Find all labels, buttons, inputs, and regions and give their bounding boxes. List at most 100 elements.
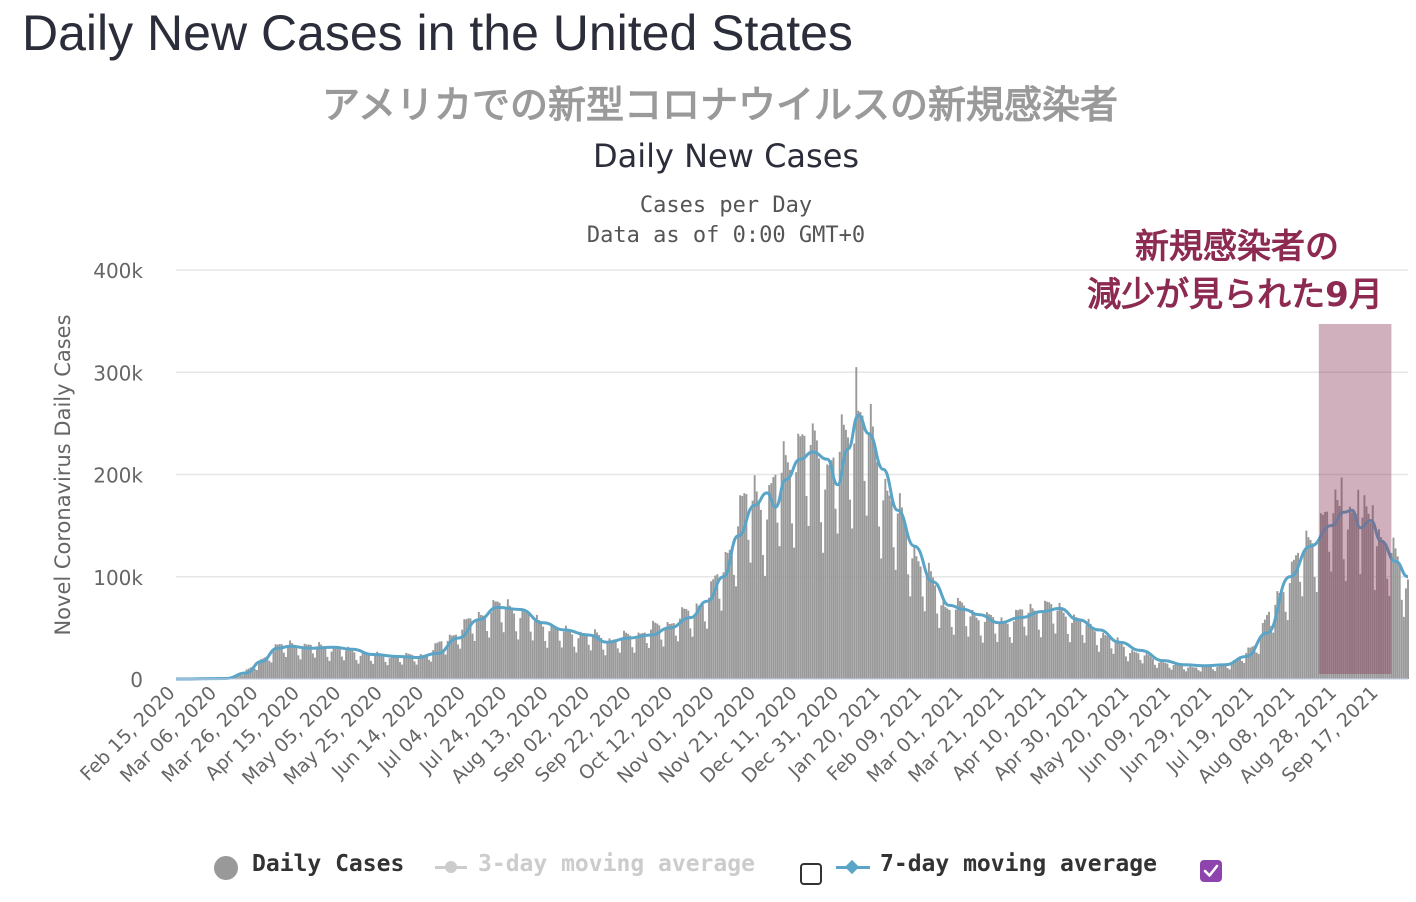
daily-case-bar xyxy=(645,643,648,679)
daily-case-bar xyxy=(956,597,959,679)
daily-case-bar xyxy=(1052,623,1055,679)
daily-case-bar xyxy=(473,640,476,679)
daily-case-bar xyxy=(573,646,576,679)
daily-case-bar xyxy=(1402,616,1405,679)
daily-case-bar xyxy=(1154,664,1156,679)
daily-case-bar xyxy=(840,414,843,679)
daily-case-bar xyxy=(322,646,325,679)
daily-case-bar xyxy=(718,598,721,679)
daily-case-bar xyxy=(874,443,876,679)
daily-case-bar xyxy=(1021,609,1024,679)
daily-case-bar xyxy=(1145,652,1148,679)
daily-case-bar xyxy=(287,645,289,679)
daily-case-bar xyxy=(900,507,903,679)
daily-case-bar xyxy=(869,404,872,679)
daily-case-bar xyxy=(1268,611,1270,679)
chart-subtitle-line-2: Data as of 0:00 GMT+0 xyxy=(587,223,865,248)
daily-case-bar xyxy=(977,620,980,679)
daily-case-bar xyxy=(1170,669,1173,679)
daily-case-bar xyxy=(824,489,827,679)
daily-case-bar xyxy=(741,495,744,679)
daily-case-bar xyxy=(1071,622,1073,679)
daily-case-bar xyxy=(384,661,387,679)
daily-case-bar xyxy=(423,655,426,679)
daily-case-bar xyxy=(270,662,273,679)
daily-case-bar xyxy=(1338,506,1341,679)
daily-case-bar xyxy=(618,652,621,679)
daily-case-bar xyxy=(511,609,513,679)
daily-case-bar xyxy=(797,433,800,679)
daily-case-bar xyxy=(643,632,646,679)
daily-case-bar xyxy=(1222,665,1225,679)
daily-case-bar xyxy=(401,664,404,679)
daily-case-bar xyxy=(1301,596,1304,679)
daily-case-bar xyxy=(1046,601,1049,679)
daily-case-bar xyxy=(548,631,551,679)
daily-case-bar xyxy=(465,619,468,679)
daily-case-bar xyxy=(260,659,262,679)
daily-case-bar xyxy=(963,605,966,679)
daily-case-bar xyxy=(921,596,924,679)
daily-case-bar xyxy=(1361,517,1364,679)
daily-case-bar xyxy=(693,613,696,679)
daily-case-bar xyxy=(1168,667,1171,679)
daily-case-bar xyxy=(1297,552,1300,679)
daily-case-bar xyxy=(457,644,460,679)
daily-case-bar xyxy=(301,648,304,679)
daily-case-bar xyxy=(1371,505,1374,679)
daily-case-bar xyxy=(1087,618,1090,679)
7day-average-checkbox[interactable] xyxy=(1200,860,1222,882)
daily-case-bar xyxy=(913,546,916,679)
daily-case-bar xyxy=(527,614,530,679)
daily-case-bar xyxy=(1158,662,1161,679)
daily-case-bar xyxy=(1353,513,1356,679)
daily-case-bar xyxy=(303,643,306,679)
daily-case-bar xyxy=(884,478,887,679)
daily-case-bar xyxy=(969,616,972,679)
daily-case-bar xyxy=(1278,593,1281,679)
daily-case-bar xyxy=(434,643,437,679)
daily-case-bar xyxy=(708,597,710,679)
daily-cases-dot-icon xyxy=(214,856,238,880)
daily-case-bar xyxy=(535,614,538,679)
daily-case-bar xyxy=(679,618,681,679)
daily-case-bar xyxy=(334,648,337,679)
daily-case-bar xyxy=(1247,647,1250,679)
daily-case-bar xyxy=(1037,629,1040,679)
daily-case-bar xyxy=(687,610,690,679)
daily-case-bar xyxy=(1239,656,1241,679)
daily-case-bar xyxy=(1224,665,1227,679)
daily-case-bar xyxy=(1400,599,1403,679)
daily-case-bar xyxy=(1004,622,1007,679)
daily-case-bar xyxy=(1266,615,1268,679)
daily-case-bar xyxy=(1392,537,1395,679)
daily-case-bar xyxy=(409,654,412,679)
daily-case-bar xyxy=(309,644,312,679)
daily-case-bar xyxy=(583,633,586,679)
daily-case-bar xyxy=(689,628,692,679)
daily-case-bar xyxy=(531,640,534,679)
daily-case-bar xyxy=(1050,604,1053,679)
daily-case-bar xyxy=(338,649,341,679)
3day-average-checkbox[interactable] xyxy=(800,863,822,885)
daily-case-bar xyxy=(262,658,265,679)
daily-case-bar xyxy=(332,647,335,679)
daily-case-bar xyxy=(272,651,275,679)
daily-case-bar xyxy=(745,494,748,679)
daily-case-bar xyxy=(255,669,258,679)
daily-case-bar xyxy=(641,633,644,679)
daily-case-bar xyxy=(1305,530,1308,679)
daily-case-bar xyxy=(1185,671,1188,679)
daily-case-bar xyxy=(448,634,451,679)
daily-case-bar xyxy=(950,626,953,679)
daily-case-bar xyxy=(1189,666,1192,679)
daily-case-bar xyxy=(1373,590,1376,679)
daily-case-bar xyxy=(320,644,323,679)
daily-case-bar xyxy=(1164,662,1167,679)
daily-case-bar xyxy=(552,625,555,679)
daily-case-bar xyxy=(853,443,856,679)
daily-case-bar xyxy=(1077,617,1080,679)
daily-case-bar xyxy=(685,608,688,679)
page-title: Daily New Cases in the United States xyxy=(22,5,853,61)
